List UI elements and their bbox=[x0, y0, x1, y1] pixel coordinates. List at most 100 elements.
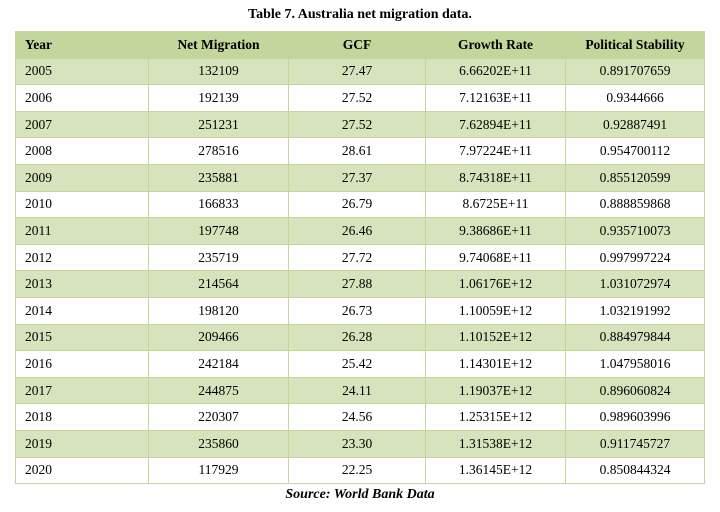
year-cell: 2006 bbox=[15, 84, 149, 112]
gcf-cell: 28.61 bbox=[288, 137, 426, 165]
net-migration-cell: 166833 bbox=[148, 190, 289, 219]
growth-rate-cell: 7.97224E+11 bbox=[425, 137, 566, 165]
gcf-cell: 26.46 bbox=[288, 217, 426, 245]
table-row: 2005 132109 27.47 6.66202E+11 0.891707659 bbox=[15, 57, 705, 86]
net-migration-cell: 244875 bbox=[148, 376, 289, 405]
net-migration-cell: 197748 bbox=[148, 217, 289, 245]
table-row: 2016 242184 25.42 1.14301E+12 1.047958016 bbox=[15, 350, 705, 378]
growth-rate-cell: 7.12163E+11 bbox=[425, 84, 566, 112]
year-cell: 2016 bbox=[15, 350, 149, 378]
growth-rate-cell: 8.6725E+11 bbox=[425, 190, 566, 219]
year-cell: 2017 bbox=[15, 376, 149, 405]
year-cell: 2005 bbox=[15, 57, 149, 86]
gcf-cell: 22.25 bbox=[288, 456, 426, 485]
net-migration-cell: 235860 bbox=[148, 429, 289, 458]
gcf-cell: 27.37 bbox=[288, 163, 426, 192]
net-migration-cell: 235719 bbox=[148, 243, 289, 272]
table-row: 2006 192139 27.52 7.12163E+11 0.9344666 bbox=[15, 84, 705, 112]
year-cell: 2009 bbox=[15, 163, 149, 192]
political-stability-cell: 0.997997224 bbox=[565, 243, 705, 272]
net-migration-cell: 235881 bbox=[148, 163, 289, 192]
table-row: 2010 166833 26.79 8.6725E+11 0.888859868 bbox=[15, 190, 705, 219]
political-stability-cell: 0.891707659 bbox=[565, 57, 705, 86]
source-note: Source: World Bank Data bbox=[285, 487, 435, 503]
growth-rate-cell: 9.74068E+11 bbox=[425, 243, 566, 272]
political-stability-cell: 1.031072974 bbox=[565, 270, 705, 298]
political-stability-cell: 0.989603996 bbox=[565, 403, 705, 431]
year-cell: 2015 bbox=[15, 323, 149, 352]
gcf-cell: 27.72 bbox=[288, 243, 426, 272]
year-cell: 2011 bbox=[15, 217, 149, 245]
growth-rate-cell: 1.19037E+12 bbox=[425, 376, 566, 405]
gcf-cell: 27.52 bbox=[288, 110, 426, 139]
year-cell: 2008 bbox=[15, 137, 149, 165]
column-header-growth-rate: Growth Rate bbox=[425, 31, 566, 59]
political-stability-cell: 0.935710073 bbox=[565, 217, 705, 245]
gcf-cell: 25.42 bbox=[288, 350, 426, 378]
net-migration-cell: 198120 bbox=[148, 296, 289, 325]
political-stability-cell: 0.850844324 bbox=[565, 456, 705, 485]
gcf-cell: 24.56 bbox=[288, 403, 426, 431]
table-caption: Table 7. Australia net migration data. bbox=[248, 7, 472, 22]
political-stability-cell: 1.032191992 bbox=[565, 296, 705, 325]
growth-rate-cell: 1.25315E+12 bbox=[425, 403, 566, 431]
growth-rate-cell: 1.14301E+12 bbox=[425, 350, 566, 378]
table-row: 2013 214564 27.88 1.06176E+12 1.031072974 bbox=[15, 270, 705, 298]
growth-rate-cell: 1.10059E+12 bbox=[425, 296, 566, 325]
net-migration-cell: 192139 bbox=[148, 84, 289, 112]
net-migration-cell: 242184 bbox=[148, 350, 289, 378]
table-row: 2015 209466 26.28 1.10152E+12 0.884979844 bbox=[15, 323, 705, 352]
gcf-cell: 23.30 bbox=[288, 429, 426, 458]
year-cell: 2012 bbox=[15, 243, 149, 272]
political-stability-cell: 0.92887491 bbox=[565, 110, 705, 139]
gcf-cell: 26.79 bbox=[288, 190, 426, 219]
table-row: 2012 235719 27.72 9.74068E+11 0.997997224 bbox=[15, 243, 705, 272]
political-stability-cell: 0.884979844 bbox=[565, 323, 705, 352]
column-header-political-stability: Political Stability bbox=[565, 31, 705, 59]
year-cell: 2007 bbox=[15, 110, 149, 139]
gcf-cell: 27.47 bbox=[288, 57, 426, 86]
growth-rate-cell: 1.06176E+12 bbox=[425, 270, 566, 298]
column-header-net-migration: Net Migration bbox=[148, 31, 289, 59]
gcf-cell: 24.11 bbox=[288, 376, 426, 405]
growth-rate-cell: 1.31538E+12 bbox=[425, 429, 566, 458]
gcf-cell: 26.73 bbox=[288, 296, 426, 325]
political-stability-cell: 0.911745727 bbox=[565, 429, 705, 458]
header-row: Year Net Migration GCF Growth Rate Polit… bbox=[15, 31, 705, 59]
year-cell: 2010 bbox=[15, 190, 149, 219]
growth-rate-cell: 1.36145E+12 bbox=[425, 456, 566, 485]
year-cell: 2020 bbox=[15, 456, 149, 485]
year-cell: 2013 bbox=[15, 270, 149, 298]
political-stability-cell: 0.896060824 bbox=[565, 376, 705, 405]
political-stability-cell: 0.954700112 bbox=[565, 137, 705, 165]
net-migration-cell: 214564 bbox=[148, 270, 289, 298]
gcf-cell: 26.28 bbox=[288, 323, 426, 352]
gcf-cell: 27.88 bbox=[288, 270, 426, 298]
table-row: 2017 244875 24.11 1.19037E+12 0.896060824 bbox=[15, 376, 705, 405]
table-row: 2007 251231 27.52 7.62894E+11 0.92887491 bbox=[15, 110, 705, 139]
column-header-year: Year bbox=[15, 31, 149, 59]
growth-rate-cell: 1.10152E+12 bbox=[425, 323, 566, 352]
net-migration-cell: 220307 bbox=[148, 403, 289, 431]
table-row: 2020 117929 22.25 1.36145E+12 0.850844324 bbox=[15, 456, 705, 485]
political-stability-cell: 0.855120599 bbox=[565, 163, 705, 192]
table-row: 2014 198120 26.73 1.10059E+12 1.032191992 bbox=[15, 296, 705, 325]
net-migration-cell: 132109 bbox=[148, 57, 289, 86]
net-migration-cell: 117929 bbox=[148, 456, 289, 485]
net-migration-cell: 251231 bbox=[148, 110, 289, 139]
growth-rate-cell: 8.74318E+11 bbox=[425, 163, 566, 192]
year-cell: 2014 bbox=[15, 296, 149, 325]
year-cell: 2018 bbox=[15, 403, 149, 431]
political-stability-cell: 1.047958016 bbox=[565, 350, 705, 378]
table-row: 2011 197748 26.46 9.38686E+11 0.935710073 bbox=[15, 217, 705, 245]
table-row: 2019 235860 23.30 1.31538E+12 0.911745727 bbox=[15, 429, 705, 458]
table-row: 2009 235881 27.37 8.74318E+11 0.855120599 bbox=[15, 163, 705, 192]
table-row: 2018 220307 24.56 1.25315E+12 0.989603996 bbox=[15, 403, 705, 431]
growth-rate-cell: 9.38686E+11 bbox=[425, 217, 566, 245]
growth-rate-cell: 7.62894E+11 bbox=[425, 110, 566, 139]
table-body: 2005 132109 27.47 6.66202E+11 0.891707659 200… bbox=[15, 57, 705, 485]
net-migration-cell: 278516 bbox=[148, 137, 289, 165]
year-cell: 2019 bbox=[15, 429, 149, 458]
net-migration-cell: 209466 bbox=[148, 323, 289, 352]
growth-rate-cell: 6.66202E+11 bbox=[425, 57, 566, 86]
